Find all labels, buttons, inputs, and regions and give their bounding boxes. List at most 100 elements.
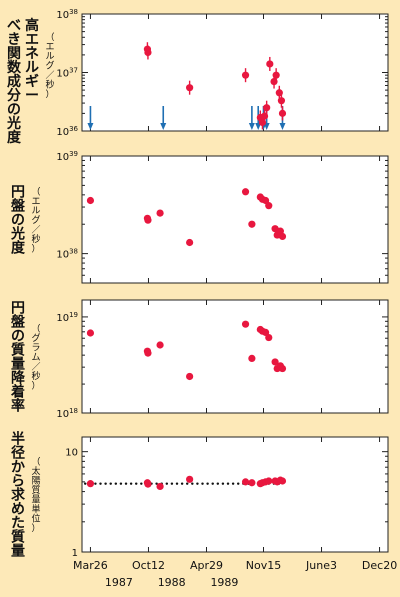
y-tick-label: 1 [72, 548, 78, 559]
y-axis-unit-char: ） [31, 243, 40, 254]
data-point-marker [262, 328, 270, 337]
data-point-marker [278, 477, 287, 485]
x-tick-label: Mar26 [73, 559, 108, 572]
data-point-marker [272, 71, 280, 79]
y-axis-title-char: た [11, 515, 25, 531]
y-axis-unit-char: 秒 [45, 79, 54, 91]
y-axis-unit-char: （ [31, 186, 40, 197]
y-axis-title-char: の [11, 328, 25, 344]
y-axis-title-char: め [11, 501, 25, 517]
plot-frame-hard [81, 13, 389, 132]
x-tick-label: Oct12 [132, 559, 165, 572]
y-axis-unit: （エルグ／秒） [45, 32, 54, 100]
data-point [144, 480, 152, 488]
data-point-marker [263, 104, 271, 112]
data-point [248, 479, 256, 487]
data-point-marker [186, 84, 194, 92]
x-year-label: 1989 [210, 576, 238, 589]
y-axis-unit-char: エ [45, 43, 54, 53]
y-axis-unit-char: （ [45, 32, 54, 43]
data-point [156, 482, 164, 491]
data-point-marker [266, 60, 274, 68]
y-axis-title-char: ー [25, 88, 39, 104]
data-point-marker [156, 482, 164, 491]
y-axis-unit-char: ル [31, 206, 40, 216]
y-tick-label: 1037 [56, 67, 78, 80]
y-axis-title-char: 量 [11, 543, 25, 559]
y-axis-title-char: 半 [11, 430, 25, 447]
data-point-marker [144, 349, 152, 357]
x-tick-label: Nov15 [246, 559, 281, 572]
y-axis-title-char: 降 [11, 369, 26, 386]
y-axis-title-char: 分 [7, 88, 21, 104]
y-axis-title-char: ら [11, 473, 25, 489]
y-axis-title-char: か [11, 459, 25, 475]
data-point-marker [144, 480, 152, 488]
data-point [278, 232, 287, 241]
y-axis-unit-char: 秒 [31, 370, 40, 382]
arrow-head [279, 123, 286, 130]
y-axis-unit: （エルグ／秒） [31, 186, 40, 254]
y-axis-title-char: エ [25, 32, 39, 48]
plot-frame-mdot [81, 299, 389, 414]
y-axis-title-char: 数 [7, 59, 22, 76]
data-point-marker [241, 188, 250, 196]
y-axis-title-char: 度 [11, 239, 26, 256]
data-point-marker [86, 480, 95, 488]
data-point [156, 209, 164, 217]
data-point [86, 480, 95, 488]
plot-frame-mass [81, 436, 389, 553]
data-point [278, 364, 287, 373]
y-tick-label: 1039 [56, 150, 78, 163]
data-point-marker [265, 333, 273, 342]
data-point-marker [186, 475, 194, 483]
y-axis-title-char: 光 [10, 225, 25, 242]
data-point [272, 68, 280, 83]
data-point-marker [262, 196, 270, 205]
data-point-marker [271, 358, 279, 366]
y-axis-title-char: 度 [7, 129, 22, 146]
y-axis-title-char: の [11, 212, 25, 228]
data-point-marker [156, 209, 164, 217]
data-point [186, 372, 194, 381]
data-point [144, 216, 152, 224]
y-axis-unit-char: ／ [31, 361, 40, 372]
data-point [266, 56, 274, 71]
data-point-marker [156, 341, 164, 349]
y-axis-unit-char: ム [31, 352, 40, 363]
y-axis-title-char: 質 [11, 341, 25, 358]
y-axis-unit-char: ／ [31, 224, 40, 235]
data-point-marker [248, 479, 256, 487]
y-axis-title-char: 光 [6, 115, 21, 132]
y-axis-title-char: 成 [7, 73, 21, 90]
y-axis-unit-char: 量 [31, 495, 40, 506]
data-point [186, 80, 194, 95]
data-point-marker [186, 372, 194, 381]
data-point-marker [278, 232, 287, 241]
y-axis-title-char: 着 [10, 383, 25, 400]
y-axis-unit: （グラム／秒） [31, 323, 40, 391]
y-tick-label: 1038 [56, 248, 78, 261]
arrow-head [160, 123, 167, 130]
y-axis-title-char: 径 [11, 444, 25, 461]
y-axis-title-char: 盤 [11, 313, 26, 330]
data-point [263, 100, 271, 115]
data-point-marker [186, 238, 194, 247]
data-point [86, 329, 95, 337]
data-point-marker [265, 477, 273, 485]
y-axis-title-char: き [7, 32, 21, 48]
data-point [278, 106, 287, 121]
y-axis-unit-char: グ [45, 60, 54, 72]
y-axis-title-char: べ [7, 18, 21, 34]
x-tick-label: Apr29 [190, 559, 223, 572]
x-year-label: 1987 [105, 576, 133, 589]
arrow-head [248, 123, 255, 130]
data-point [241, 478, 250, 486]
y-axis-unit-char: （ [31, 323, 40, 334]
y-axis-title-char: ル [25, 60, 39, 76]
